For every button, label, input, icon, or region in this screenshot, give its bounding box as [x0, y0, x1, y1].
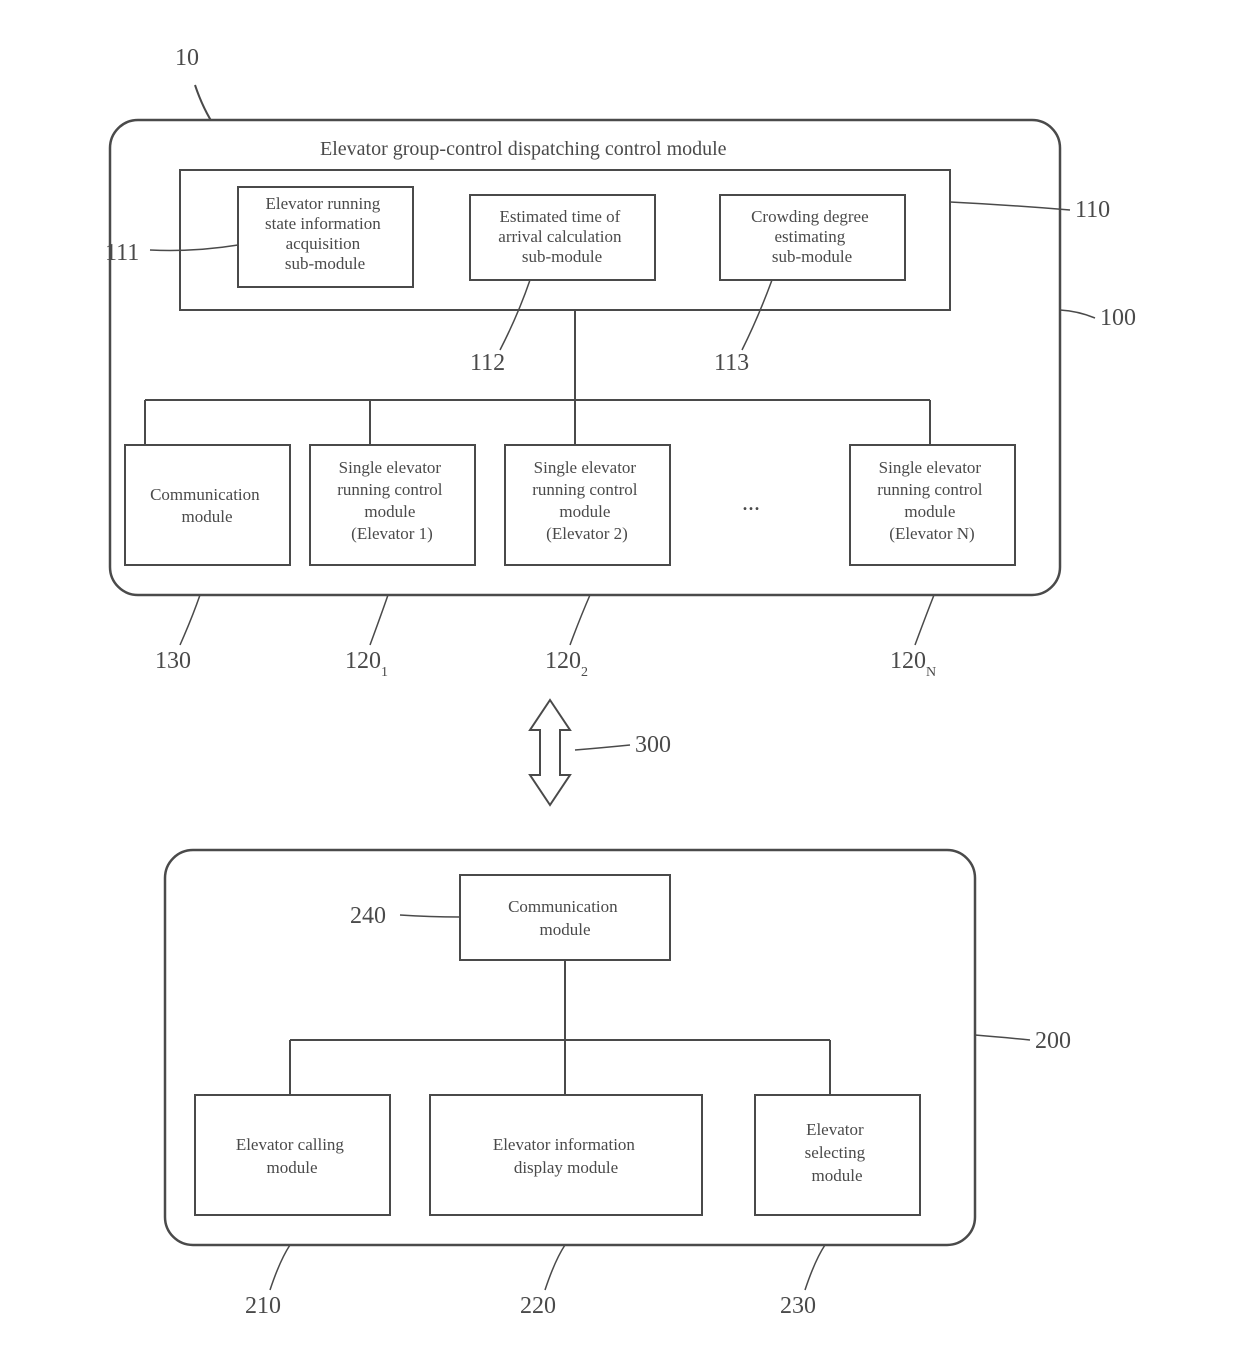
- t210-l2: module: [267, 1158, 318, 1177]
- box-240: [460, 875, 670, 960]
- leader-300: [575, 745, 630, 750]
- t112-l1: Estimated time of: [499, 207, 620, 226]
- t130-l2: module: [182, 507, 233, 526]
- svg-text:Elevator selecting mod: Elevator selecting module: [805, 1120, 870, 1185]
- leader-230: [805, 1245, 825, 1290]
- leader-100: [1060, 310, 1095, 318]
- ref-200: 200: [1035, 1028, 1071, 1054]
- bidirectional-arrow-icon: [530, 700, 570, 805]
- t120N-l2: running control: [877, 480, 983, 499]
- t230-l3: module: [812, 1166, 863, 1185]
- ref-1202: 1202: [545, 648, 588, 680]
- ref-100: 100: [1100, 305, 1136, 331]
- t1202-l1: Single elevator: [534, 458, 637, 477]
- ref-300: 300: [635, 732, 671, 758]
- leader-200: [975, 1035, 1030, 1040]
- ref-130: 130: [155, 648, 191, 674]
- t120N-l4: (Elevator N): [889, 524, 974, 543]
- t230-l2: selecting: [805, 1143, 866, 1162]
- leader-120N: [915, 595, 934, 645]
- t113-l3: sub-module: [772, 247, 852, 266]
- box-220: [430, 1095, 702, 1215]
- t113-l2: estimating: [774, 227, 845, 246]
- t1202-l3: module: [559, 502, 610, 521]
- ref-110: 110: [1075, 197, 1110, 223]
- leader-1201: [370, 595, 388, 645]
- t113-l1: Crowding degree: [751, 207, 869, 226]
- ref-230: 230: [780, 1293, 816, 1319]
- t1201-l4: (Elevator 1): [351, 524, 433, 543]
- ref-220: 220: [520, 1293, 556, 1319]
- ellipsis: ...: [742, 490, 760, 516]
- ref-111: 111: [105, 240, 139, 266]
- ref-240: 240: [350, 903, 386, 929]
- ref-120N: 120N: [890, 648, 936, 680]
- t230-l1: Elevator: [806, 1120, 864, 1139]
- leader-130: [180, 595, 200, 645]
- t1201-l2: running control: [337, 480, 443, 499]
- t1201-l1: Single elevator: [339, 458, 442, 477]
- box-210: [195, 1095, 390, 1215]
- t240-l1: Communication: [508, 897, 618, 916]
- leader-220: [545, 1245, 565, 1290]
- t1201-l3: module: [364, 502, 415, 521]
- t210-l1: Elevator calling: [236, 1135, 345, 1154]
- t220-l1: Elevator information: [493, 1135, 636, 1154]
- elevator-system-diagram: 10 Elevator group-control dispatching co…: [0, 0, 1240, 1363]
- t130-l1: Communication: [150, 485, 260, 504]
- ref-10: 10: [175, 45, 199, 71]
- title-100: Elevator group-control dispatching contr…: [320, 138, 727, 160]
- ref-1201: 1201: [345, 648, 388, 680]
- t120N-l1: Single elevator: [879, 458, 982, 477]
- t111-l4: sub-module: [285, 254, 365, 273]
- t1202-l4: (Elevator 2): [546, 524, 628, 543]
- leader-210: [270, 1245, 290, 1290]
- t112-l3: sub-module: [522, 247, 602, 266]
- leader-1202: [570, 595, 590, 645]
- t220-l2: display module: [514, 1158, 618, 1177]
- t120N-l3: module: [904, 502, 955, 521]
- t111-l3: acquisition: [286, 234, 361, 253]
- ref-113: 113: [714, 350, 749, 376]
- ref-210: 210: [245, 1293, 281, 1319]
- ref-112: 112: [470, 350, 505, 376]
- t1202-l2: running control: [532, 480, 638, 499]
- t111-l1: Elevator running: [266, 194, 381, 213]
- t240-l2: module: [540, 920, 591, 939]
- t112-l2: arrival calculation: [498, 227, 622, 246]
- t111-l2: state information: [265, 214, 381, 233]
- box-130: [125, 445, 290, 565]
